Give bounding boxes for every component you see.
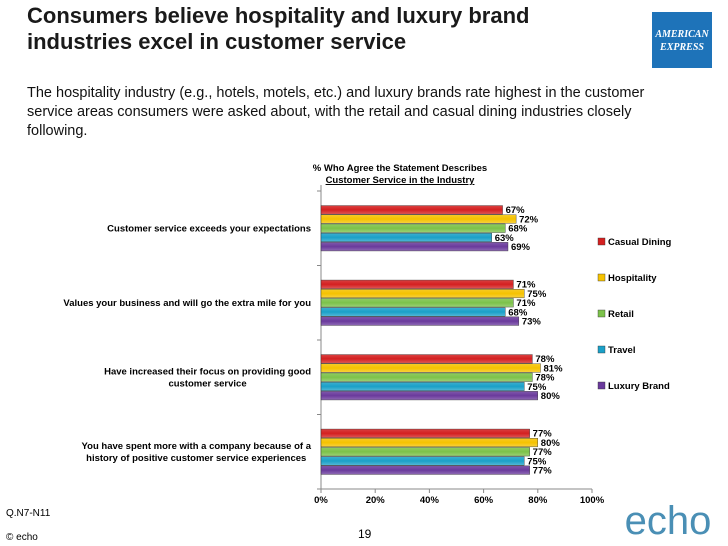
data-label: 71% [516, 280, 536, 291]
logo-text-2: EXPRESS [659, 42, 704, 53]
bar [320, 205, 503, 215]
category-label: You have spent more with a company becau… [82, 441, 312, 452]
x-tick-label: 80% [528, 495, 548, 506]
bar [320, 242, 509, 252]
legend-swatch [597, 273, 606, 282]
chart-title: % Who Agree the Statement Describes Cust… [300, 163, 500, 187]
echo-logo: echo [625, 499, 712, 542]
slide-title-line1: Consumers believe hospitality and luxury… [27, 3, 530, 28]
data-label: 80% [541, 391, 561, 402]
legend-label: Travel [608, 345, 635, 356]
legend-label: Luxury Brand [608, 381, 670, 392]
bar [320, 298, 514, 308]
logo-text-1: AMERICAN [654, 29, 709, 40]
category-label: history of positive customer service exp… [86, 453, 306, 464]
legend-swatch [597, 237, 606, 246]
data-label: 78% [535, 373, 555, 384]
data-label: 69% [511, 242, 531, 253]
bar [320, 214, 517, 224]
bar [320, 465, 530, 475]
data-label: 73% [522, 316, 542, 327]
bar [320, 354, 533, 364]
bar [320, 289, 525, 299]
legend-swatch [597, 309, 606, 318]
legend-swatch [597, 381, 606, 390]
x-tick-label: 60% [474, 495, 494, 506]
category-label: Customer service exceeds your expectatio… [107, 223, 311, 234]
x-tick-label: 40% [420, 495, 440, 506]
data-label: 75% [527, 456, 547, 467]
data-label: 72% [519, 214, 539, 225]
data-label: 77% [533, 429, 553, 440]
data-label: 75% [527, 289, 547, 300]
echo-logo-text: echo [625, 499, 712, 542]
slide-title: Consumers believe hospitality and luxury… [27, 3, 627, 55]
bar [320, 381, 525, 391]
data-label: 80% [541, 438, 561, 449]
legend-label: Hospitality [608, 273, 657, 284]
bar [320, 307, 506, 317]
data-label: 63% [495, 233, 515, 244]
page-number: 19 [358, 527, 372, 541]
copyright: © echo [6, 532, 38, 543]
data-label: 81% [544, 363, 564, 374]
bar [320, 279, 514, 289]
data-label: 77% [533, 465, 553, 476]
bar [320, 316, 520, 326]
bar [320, 447, 530, 457]
amex-logo: AMERICAN EXPRESS [652, 12, 712, 68]
data-label: 68% [508, 224, 528, 235]
data-label: 75% [527, 382, 547, 393]
legend-label: Retail [608, 309, 634, 320]
bar [320, 456, 525, 466]
bar [320, 223, 506, 233]
slide-subtitle: The hospitality industry (e.g., hotels, … [27, 85, 645, 139]
x-tick-label: 0% [314, 495, 328, 506]
x-tick-label: 20% [366, 495, 386, 506]
bar [320, 232, 492, 242]
legend-swatch [597, 345, 606, 354]
bar [320, 363, 541, 373]
category-label: Values your business and will go the ext… [63, 298, 311, 309]
bar [320, 428, 530, 438]
data-label: 68% [508, 307, 528, 318]
question-reference: Q.N7-N11 [6, 508, 51, 519]
bar [320, 438, 539, 448]
chart-title-line1: % Who Agree the Statement Describes [312, 163, 488, 174]
slide-title-line2: industries excel in customer service [27, 29, 407, 54]
category-label: Have increased their focus on providing … [104, 366, 311, 377]
bar [320, 391, 539, 401]
x-tick-label: 100% [580, 495, 605, 506]
bar [320, 372, 533, 382]
data-label: 71% [516, 298, 536, 309]
legend-label: Casual Dining [608, 237, 672, 248]
data-label: 77% [533, 447, 553, 458]
data-label: 78% [535, 354, 555, 365]
chart-title-line2: Customer Service in the Industry [325, 175, 475, 186]
data-label: 67% [506, 205, 526, 216]
category-label: customer service [168, 378, 246, 389]
